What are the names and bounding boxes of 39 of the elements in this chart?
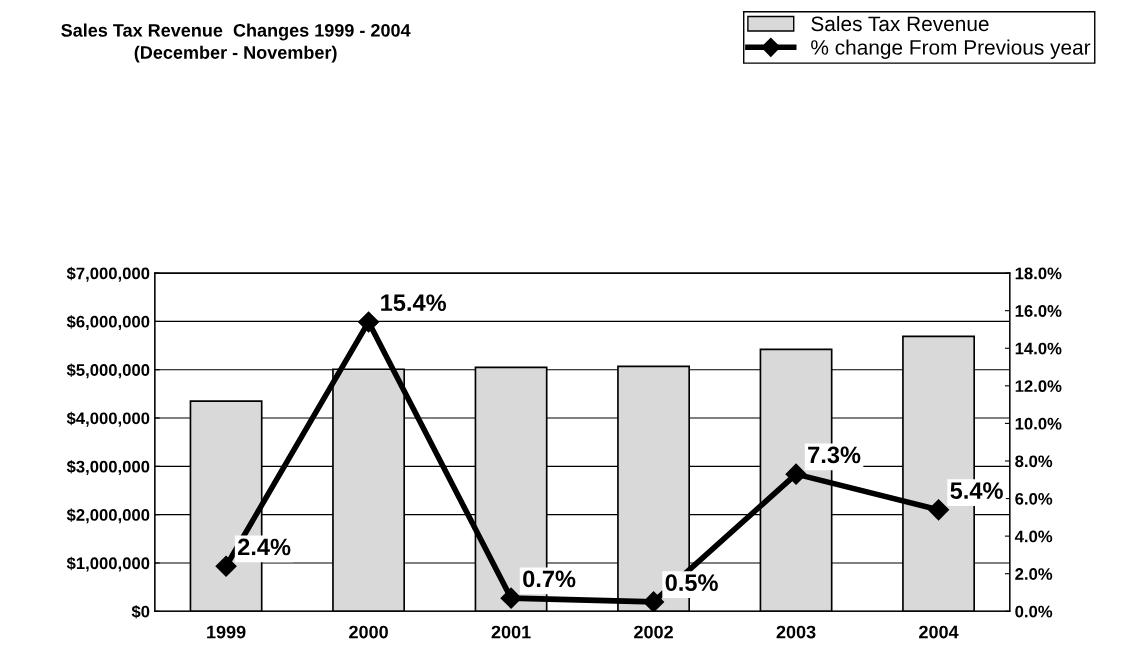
y-tick-label: $2,000,000 bbox=[66, 508, 150, 524]
y2-tick-label: 12.0% bbox=[1015, 380, 1062, 393]
data-label: 7.3% bbox=[808, 446, 861, 464]
x-tick-label: 2002 bbox=[634, 625, 673, 639]
y-tick-label: $6,000,000 bbox=[66, 315, 150, 331]
point bbox=[215, 555, 237, 577]
y2-tick-label: 10.0% bbox=[1015, 417, 1062, 430]
y2-tick-label: 6.0% bbox=[1015, 492, 1053, 505]
data-label: 0.7% bbox=[523, 570, 576, 588]
y2-tick-label: 14.0% bbox=[1015, 342, 1062, 355]
x-tick-label: 2003 bbox=[776, 625, 816, 639]
point bbox=[928, 499, 950, 521]
y2-tick-label: 0.0% bbox=[1015, 605, 1053, 618]
point bbox=[500, 587, 522, 609]
y2-tick-label: 16.0% bbox=[1015, 305, 1062, 317]
y-tick-label: $7,000,000 bbox=[66, 266, 150, 282]
point bbox=[358, 311, 380, 333]
data-label: 5.4% bbox=[950, 482, 1003, 499]
data-label: 2.4% bbox=[238, 538, 291, 556]
x-tick-label: 2004 bbox=[919, 625, 959, 639]
x-tick-label: 1999 bbox=[207, 625, 246, 639]
chart-title: Sales Tax Revenue Changes 1999 - 2004 (December - November) bbox=[61, 23, 411, 63]
legend-label: % change From Previous year bbox=[811, 39, 1091, 59]
y-tick-label: $0 bbox=[131, 604, 150, 619]
y2-tick-label: 18.0% bbox=[1015, 267, 1062, 280]
y2-tick-label: 2.0% bbox=[1015, 568, 1053, 580]
y2-tick-label: 4.0% bbox=[1014, 530, 1053, 543]
data-label: 15.4% bbox=[381, 294, 447, 312]
point bbox=[785, 463, 807, 485]
x-tick-label: 2001 bbox=[491, 625, 531, 639]
point bbox=[643, 591, 665, 612]
y-tick-label: $5,000,000 bbox=[66, 363, 150, 379]
y2-tick-label: 8.0% bbox=[1015, 455, 1053, 468]
legend-label: Sales Tax Revenue bbox=[811, 15, 989, 32]
x-tick-label: 2000 bbox=[349, 625, 388, 639]
y-tick-label: $1,000,000 bbox=[66, 556, 150, 572]
y-tick-label: $3,000,000 bbox=[66, 460, 150, 475]
data-label: 0.5% bbox=[665, 574, 718, 592]
y-tick-label: $4,000,000 bbox=[66, 411, 150, 427]
